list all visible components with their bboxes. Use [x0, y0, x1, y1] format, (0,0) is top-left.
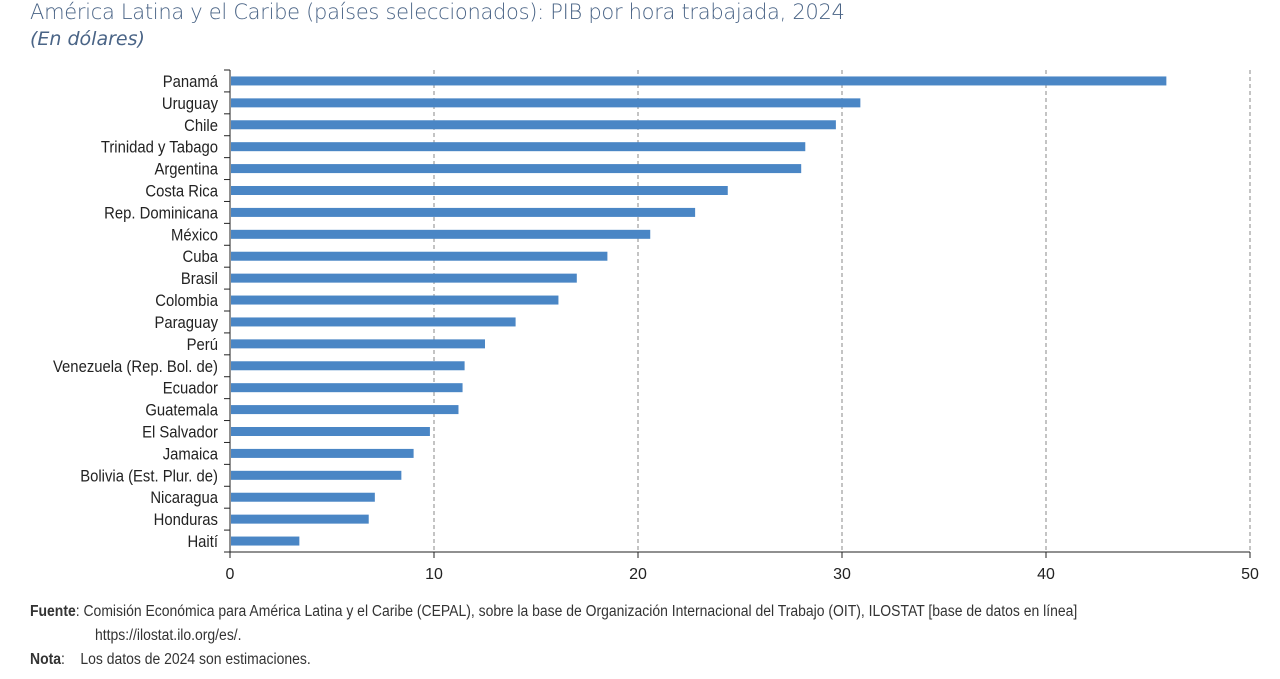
note-label: Nota — [30, 651, 62, 668]
y-tick-label: Venezuela (Rep. Bol. de) — [53, 358, 218, 376]
bar — [231, 76, 1167, 86]
y-tick-label: Perú — [187, 336, 218, 354]
source-url: https://ilostat.ilo.org/es/. — [95, 627, 242, 644]
bar — [231, 361, 465, 371]
source-label: Fuente — [30, 603, 76, 620]
chart-title: América Latina y el Caribe (países selec… — [30, 0, 845, 24]
bar — [231, 273, 577, 283]
source-note: Fuente: Comisión Económica para América … — [30, 603, 1077, 621]
note: Nota: Los datos de 2024 son estimaciones… — [30, 651, 311, 669]
y-tick-label: México — [171, 227, 218, 245]
x-tick-label: 20 — [629, 566, 647, 583]
x-tick-label: 50 — [1241, 566, 1259, 583]
bar — [231, 120, 836, 130]
bar — [231, 142, 806, 152]
bar — [231, 186, 728, 195]
y-tick-label: Haití — [187, 533, 218, 551]
bar — [231, 164, 802, 174]
bar — [231, 405, 459, 415]
y-tick-label: Trinidad y Tabago — [101, 139, 218, 157]
y-tick-label: Chile — [184, 117, 218, 135]
bar — [231, 536, 300, 546]
y-tick-label: Brasil — [181, 270, 218, 288]
bar-chart: 0 10 20 30 40 50 Panamá Uruguay Chile Trinidad y … — [53, 69, 1259, 583]
y-tick-label: Jamaica — [163, 446, 219, 464]
y-tick-label: Guatemala — [145, 402, 218, 420]
bar — [231, 470, 402, 480]
y-tick-label: Nicaragua — [150, 490, 218, 508]
note-text: : Los datos de 2024 son estimaciones. — [61, 651, 311, 668]
x-tick-label: 0 — [226, 566, 235, 583]
bar — [231, 383, 463, 393]
chart-subtitle: (En dólares) — [30, 28, 145, 50]
bar — [231, 448, 414, 458]
y-tick-label: Honduras — [154, 511, 218, 529]
y-tick-label: Bolivia (Est. Plur. de) — [80, 468, 218, 486]
bar — [231, 295, 559, 305]
x-tick-label: 40 — [1037, 566, 1055, 583]
y-tick-label: Rep. Dominicana — [104, 205, 218, 223]
bar — [231, 207, 696, 217]
y-tick-label: Argentina — [154, 161, 218, 179]
y-tick-label: Uruguay — [162, 95, 218, 113]
bar — [231, 339, 485, 349]
bar — [231, 317, 516, 327]
source-text: : Comisión Económica para América Latina… — [75, 603, 1078, 620]
y-tick-label: Ecuador — [163, 380, 218, 398]
bar — [231, 427, 430, 436]
y-tick-label: Cuba — [183, 249, 219, 267]
bar — [231, 492, 375, 502]
bar — [231, 514, 369, 524]
y-tick-label: El Salvador — [142, 424, 218, 442]
y-tick-label: Costa Rica — [145, 183, 218, 201]
y-tick-label: Panamá — [163, 73, 219, 91]
y-tick-label: Paraguay — [154, 314, 218, 332]
y-tick-label: Colombia — [155, 292, 218, 310]
x-tick-label: 30 — [833, 566, 851, 583]
bar — [231, 229, 651, 239]
bar — [231, 251, 608, 261]
bar — [231, 98, 861, 108]
x-tick-label: 10 — [425, 566, 443, 583]
